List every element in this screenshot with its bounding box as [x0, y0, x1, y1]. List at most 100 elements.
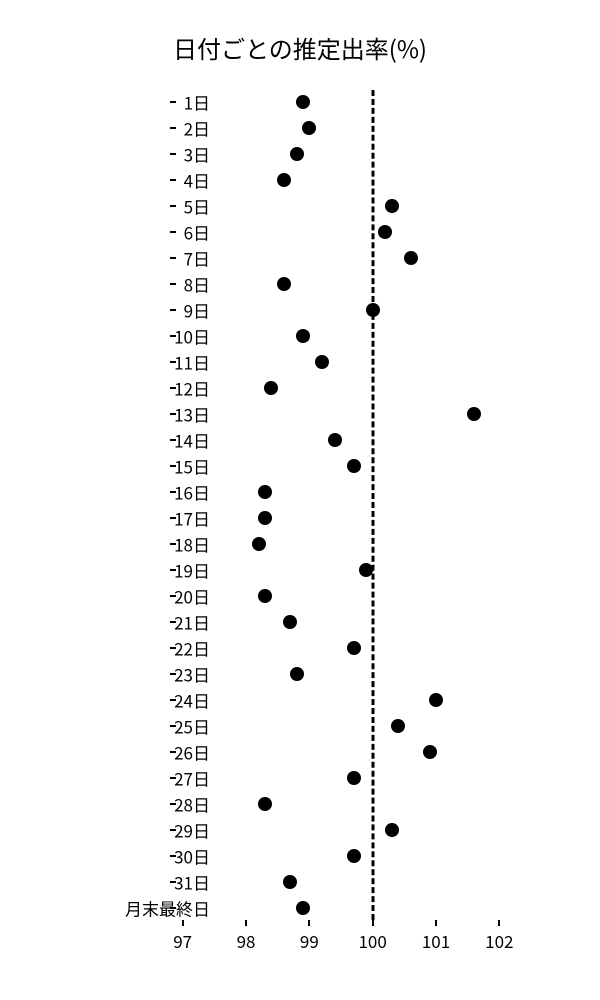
y-axis-tick: [170, 361, 176, 363]
y-axis-label: 4日: [184, 168, 210, 193]
x-axis-label: 101: [422, 928, 450, 953]
y-axis-label: 25日: [174, 714, 210, 739]
data-point: [283, 875, 297, 889]
y-axis-tick: [170, 673, 176, 675]
y-axis-label: 11日: [174, 350, 210, 375]
y-axis-tick: [170, 595, 176, 597]
y-axis-tick: [170, 101, 176, 103]
y-axis-label: 27日: [174, 766, 210, 791]
y-axis-tick: [170, 257, 176, 259]
x-axis-tick: [308, 920, 310, 926]
data-point: [404, 251, 418, 265]
y-axis-tick: [170, 231, 176, 233]
data-point: [258, 511, 272, 525]
y-axis-label: 14日: [174, 428, 210, 453]
y-axis-tick: [170, 517, 176, 519]
y-axis-tick: [170, 283, 176, 285]
data-point: [258, 589, 272, 603]
chart-container: 日付ごとの推定出率(%) 1日2日3日4日5日6日7日8日9日10日11日12日…: [0, 0, 600, 1000]
x-axis-label: 97: [173, 928, 192, 953]
data-point: [277, 277, 291, 291]
y-axis-tick: [170, 777, 176, 779]
y-axis-tick: [170, 803, 176, 805]
data-point: [366, 303, 380, 317]
y-axis-label: 21日: [174, 610, 210, 635]
data-point: [302, 121, 316, 135]
y-axis-label: 7日: [184, 246, 210, 271]
y-axis-label: 20日: [174, 584, 210, 609]
y-axis-label: 12日: [174, 376, 210, 401]
y-axis-tick: [170, 127, 176, 129]
data-point: [347, 849, 361, 863]
y-axis-label: 15日: [174, 454, 210, 479]
data-point: [359, 563, 373, 577]
x-axis-tick: [372, 920, 374, 926]
x-axis-label: 102: [485, 928, 513, 953]
x-axis-label: 99: [300, 928, 319, 953]
y-axis-tick: [170, 439, 176, 441]
x-axis-tick: [182, 920, 184, 926]
y-axis-label: 31日: [174, 870, 210, 895]
y-axis-label: 3日: [184, 142, 210, 167]
y-axis-tick: [170, 751, 176, 753]
y-axis-label: 月末最終日: [125, 896, 210, 921]
y-axis-tick: [170, 309, 176, 311]
data-point: [264, 381, 278, 395]
data-point: [296, 901, 310, 915]
data-point: [429, 693, 443, 707]
y-axis-label: 29日: [174, 818, 210, 843]
y-axis-tick: [170, 491, 176, 493]
data-point: [252, 537, 266, 551]
y-axis-label: 26日: [174, 740, 210, 765]
y-axis-label: 18日: [174, 532, 210, 557]
y-axis-label: 1日: [184, 90, 210, 115]
data-point: [391, 719, 405, 733]
data-point: [467, 407, 481, 421]
data-point: [347, 459, 361, 473]
y-axis-tick: [170, 699, 176, 701]
y-axis-label: 19日: [174, 558, 210, 583]
y-axis-tick: [170, 205, 176, 207]
y-axis-label: 5日: [184, 194, 210, 219]
y-axis-tick: [170, 465, 176, 467]
y-axis-label: 16日: [174, 480, 210, 505]
y-axis-label: 2日: [184, 116, 210, 141]
y-axis-tick: [170, 387, 176, 389]
y-axis-tick: [170, 855, 176, 857]
data-point: [328, 433, 342, 447]
y-axis-tick: [170, 725, 176, 727]
data-point: [277, 173, 291, 187]
data-point: [315, 355, 329, 369]
data-point: [423, 745, 437, 759]
y-axis-tick: [170, 881, 176, 883]
y-axis-tick: [170, 335, 176, 337]
data-point: [347, 641, 361, 655]
x-axis-tick: [245, 920, 247, 926]
x-axis-tick: [498, 920, 500, 926]
x-axis-label: 100: [359, 928, 387, 953]
x-axis-tick: [435, 920, 437, 926]
y-axis-label: 28日: [174, 792, 210, 817]
y-axis-label: 23日: [174, 662, 210, 687]
y-axis-label: 6日: [184, 220, 210, 245]
x-axis-label: 98: [237, 928, 256, 953]
y-axis-label: 13日: [174, 402, 210, 427]
chart-title: 日付ごとの推定出率(%): [173, 30, 427, 65]
y-axis-tick: [170, 647, 176, 649]
data-point: [385, 823, 399, 837]
data-point: [290, 147, 304, 161]
reference-line: [371, 90, 374, 920]
data-point: [296, 95, 310, 109]
data-point: [385, 199, 399, 213]
y-axis-label: 17日: [174, 506, 210, 531]
data-point: [296, 329, 310, 343]
data-point: [283, 615, 297, 629]
y-axis-tick: [170, 621, 176, 623]
data-point: [347, 771, 361, 785]
y-axis-tick: [170, 829, 176, 831]
y-axis-tick: [170, 907, 176, 909]
y-axis-label: 24日: [174, 688, 210, 713]
data-point: [378, 225, 392, 239]
y-axis-label: 10日: [174, 324, 210, 349]
y-axis-label: 30日: [174, 844, 210, 869]
